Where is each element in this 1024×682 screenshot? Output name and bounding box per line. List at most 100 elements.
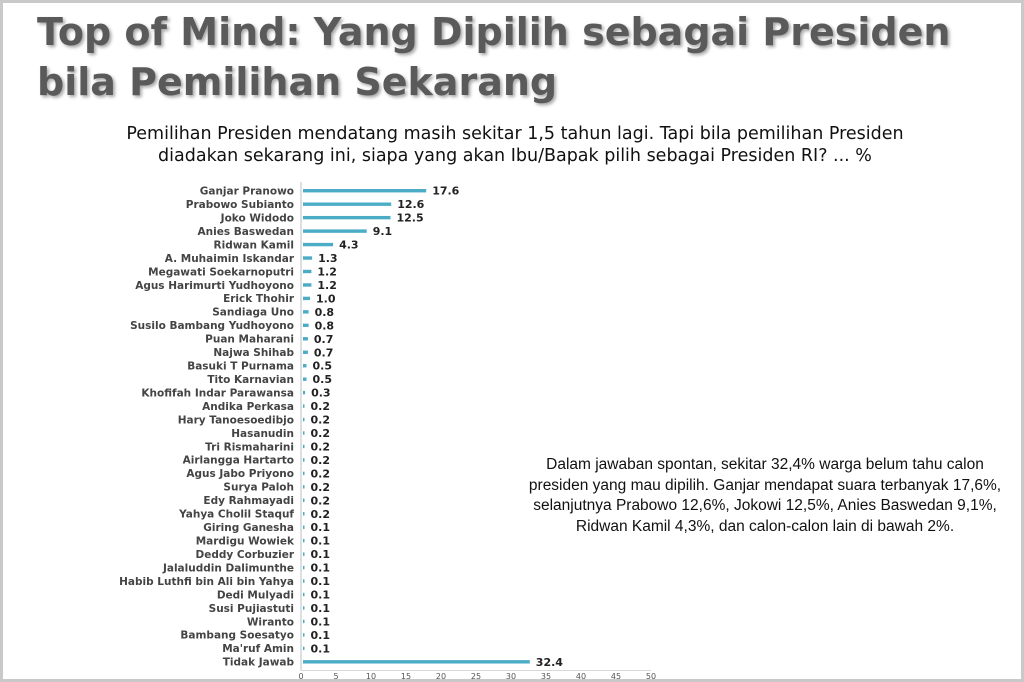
bar xyxy=(303,512,305,516)
category-label: Edy Rahmayadi xyxy=(203,495,294,507)
category-label: Khofifah Indar Parawansa xyxy=(141,387,294,399)
x-tick-label: 25 xyxy=(471,672,481,679)
bar xyxy=(303,256,313,260)
value-label: 0.1 xyxy=(311,629,331,642)
bar xyxy=(303,458,305,462)
bar xyxy=(303,444,305,449)
category-label: Wiranto xyxy=(247,616,294,628)
value-label: 0.2 xyxy=(311,414,331,427)
x-axis: 0 5 10 15 20 25 30 35 40 45 50 xyxy=(298,182,656,679)
category-label: Anies Baswedan xyxy=(198,226,294,238)
category-label: Susi Pujiastuti xyxy=(209,603,294,615)
value-label: 0.1 xyxy=(311,615,331,628)
bar xyxy=(303,242,334,247)
bar xyxy=(303,283,312,287)
category-label: Bambang Soesatyo xyxy=(180,630,294,642)
category-label: Agus Harimurti Yudhoyono xyxy=(135,280,294,292)
value-label: 9.1 xyxy=(373,225,393,238)
x-tick-label: 20 xyxy=(436,672,446,679)
x-tick-label: 10 xyxy=(366,672,376,679)
bar xyxy=(303,310,309,314)
category-label: Susilo Bambang Yudhoyono xyxy=(130,320,294,332)
category-label: Prabowo Subianto xyxy=(186,199,294,211)
value-label: 17.6 xyxy=(432,185,459,198)
category-label: Dedi Mulyadi xyxy=(217,589,294,601)
value-label: 0.8 xyxy=(315,319,335,332)
category-label: Joko Widodo xyxy=(220,212,294,224)
value-label: 0.2 xyxy=(311,400,331,413)
question-line-2: diadakan sekarang ini, siapa yang akan I… xyxy=(158,146,872,166)
x-tick-label: 35 xyxy=(541,672,551,679)
value-label: 1.0 xyxy=(316,292,336,305)
category-label: Mardigu Wowiek xyxy=(196,535,295,547)
bar xyxy=(303,619,305,624)
bar xyxy=(303,364,307,368)
category-label: Airlangga Hartarto xyxy=(183,455,294,467)
question-line-1: Pemilihan Presiden mendatang masih sekit… xyxy=(126,124,904,144)
bar xyxy=(303,606,305,610)
x-tick-label: 40 xyxy=(576,672,586,679)
bars xyxy=(303,189,530,664)
value-label: 12.6 xyxy=(397,198,424,211)
bar xyxy=(303,229,367,233)
summary-note: Dalam jawaban spontan, sekitar 32,4% war… xyxy=(528,456,1002,535)
category-label: Deddy Corbuzier xyxy=(196,549,295,561)
bar xyxy=(303,215,391,220)
bar xyxy=(303,431,305,435)
title-line-1: Top of Mind: Yang Dipilih sebagai Presid… xyxy=(37,10,951,54)
category-label: Hasanudin xyxy=(231,428,294,440)
value-label: 0.2 xyxy=(311,440,331,453)
category-label: Jalaluddin Dalimunthe xyxy=(162,562,294,574)
bar xyxy=(303,525,305,529)
value-label: 0.2 xyxy=(311,467,331,480)
value-label: 0.1 xyxy=(311,562,331,575)
bar xyxy=(303,592,305,597)
value-label: 0.5 xyxy=(313,373,333,386)
bar xyxy=(303,296,310,301)
slide-title: Top of Mind: Yang Dipilih sebagai Presid… xyxy=(37,7,997,107)
value-label: 4.3 xyxy=(339,239,359,252)
bar xyxy=(303,390,306,395)
bar xyxy=(303,471,305,476)
bar xyxy=(303,646,305,651)
value-label: 0.7 xyxy=(314,346,334,359)
value-label: 0.2 xyxy=(311,454,331,467)
category-label: Giring Ganesha xyxy=(203,522,294,534)
category-label: Habib Luthfi bin Ali bin Yahya xyxy=(119,576,294,588)
bar xyxy=(303,579,305,583)
value-label: 0.7 xyxy=(314,333,334,346)
bar xyxy=(303,189,427,193)
survey-question: Pemilihan Presiden mendatang masih sekit… xyxy=(23,123,1007,167)
title-line-2: bila Pemilihan Sekarang xyxy=(37,60,558,104)
bar xyxy=(303,404,305,408)
value-label: 0.5 xyxy=(313,360,333,373)
value-label: 0.1 xyxy=(311,575,331,588)
x-tick-label: 5 xyxy=(333,672,338,679)
category-label: Ganjar Pranowo xyxy=(200,186,294,198)
category-label: Erick Thohir xyxy=(223,293,295,305)
value-label: 0.2 xyxy=(311,494,331,507)
category-label: Puan Maharani xyxy=(205,334,294,346)
value-label: 0.2 xyxy=(311,481,331,494)
category-label: Agus Jabo Priyono xyxy=(186,468,294,480)
x-tick-label: 15 xyxy=(401,672,411,679)
value-label: 0.2 xyxy=(311,427,331,440)
bar xyxy=(303,202,392,206)
category-label: Hary Tanoesoedibjo xyxy=(178,414,294,426)
value-label: 12.5 xyxy=(397,212,424,225)
bar xyxy=(303,538,305,543)
value-label: 0.1 xyxy=(311,642,331,655)
category-label: Sandiaga Uno xyxy=(212,307,294,319)
value-label: 0.3 xyxy=(311,387,331,400)
category-label: A. Muhaimin Iskandar xyxy=(165,253,295,265)
value-label: 32.4 xyxy=(536,656,563,669)
category-label: Ma'ruf Amin xyxy=(222,643,294,655)
category-label: Yahya Cholil Staquf xyxy=(178,509,294,521)
bar xyxy=(303,552,305,556)
value-label: 0.1 xyxy=(311,521,331,534)
value-label: 0.1 xyxy=(311,602,331,615)
category-label: Tito Karnavian xyxy=(207,374,294,386)
bar xyxy=(303,660,530,664)
